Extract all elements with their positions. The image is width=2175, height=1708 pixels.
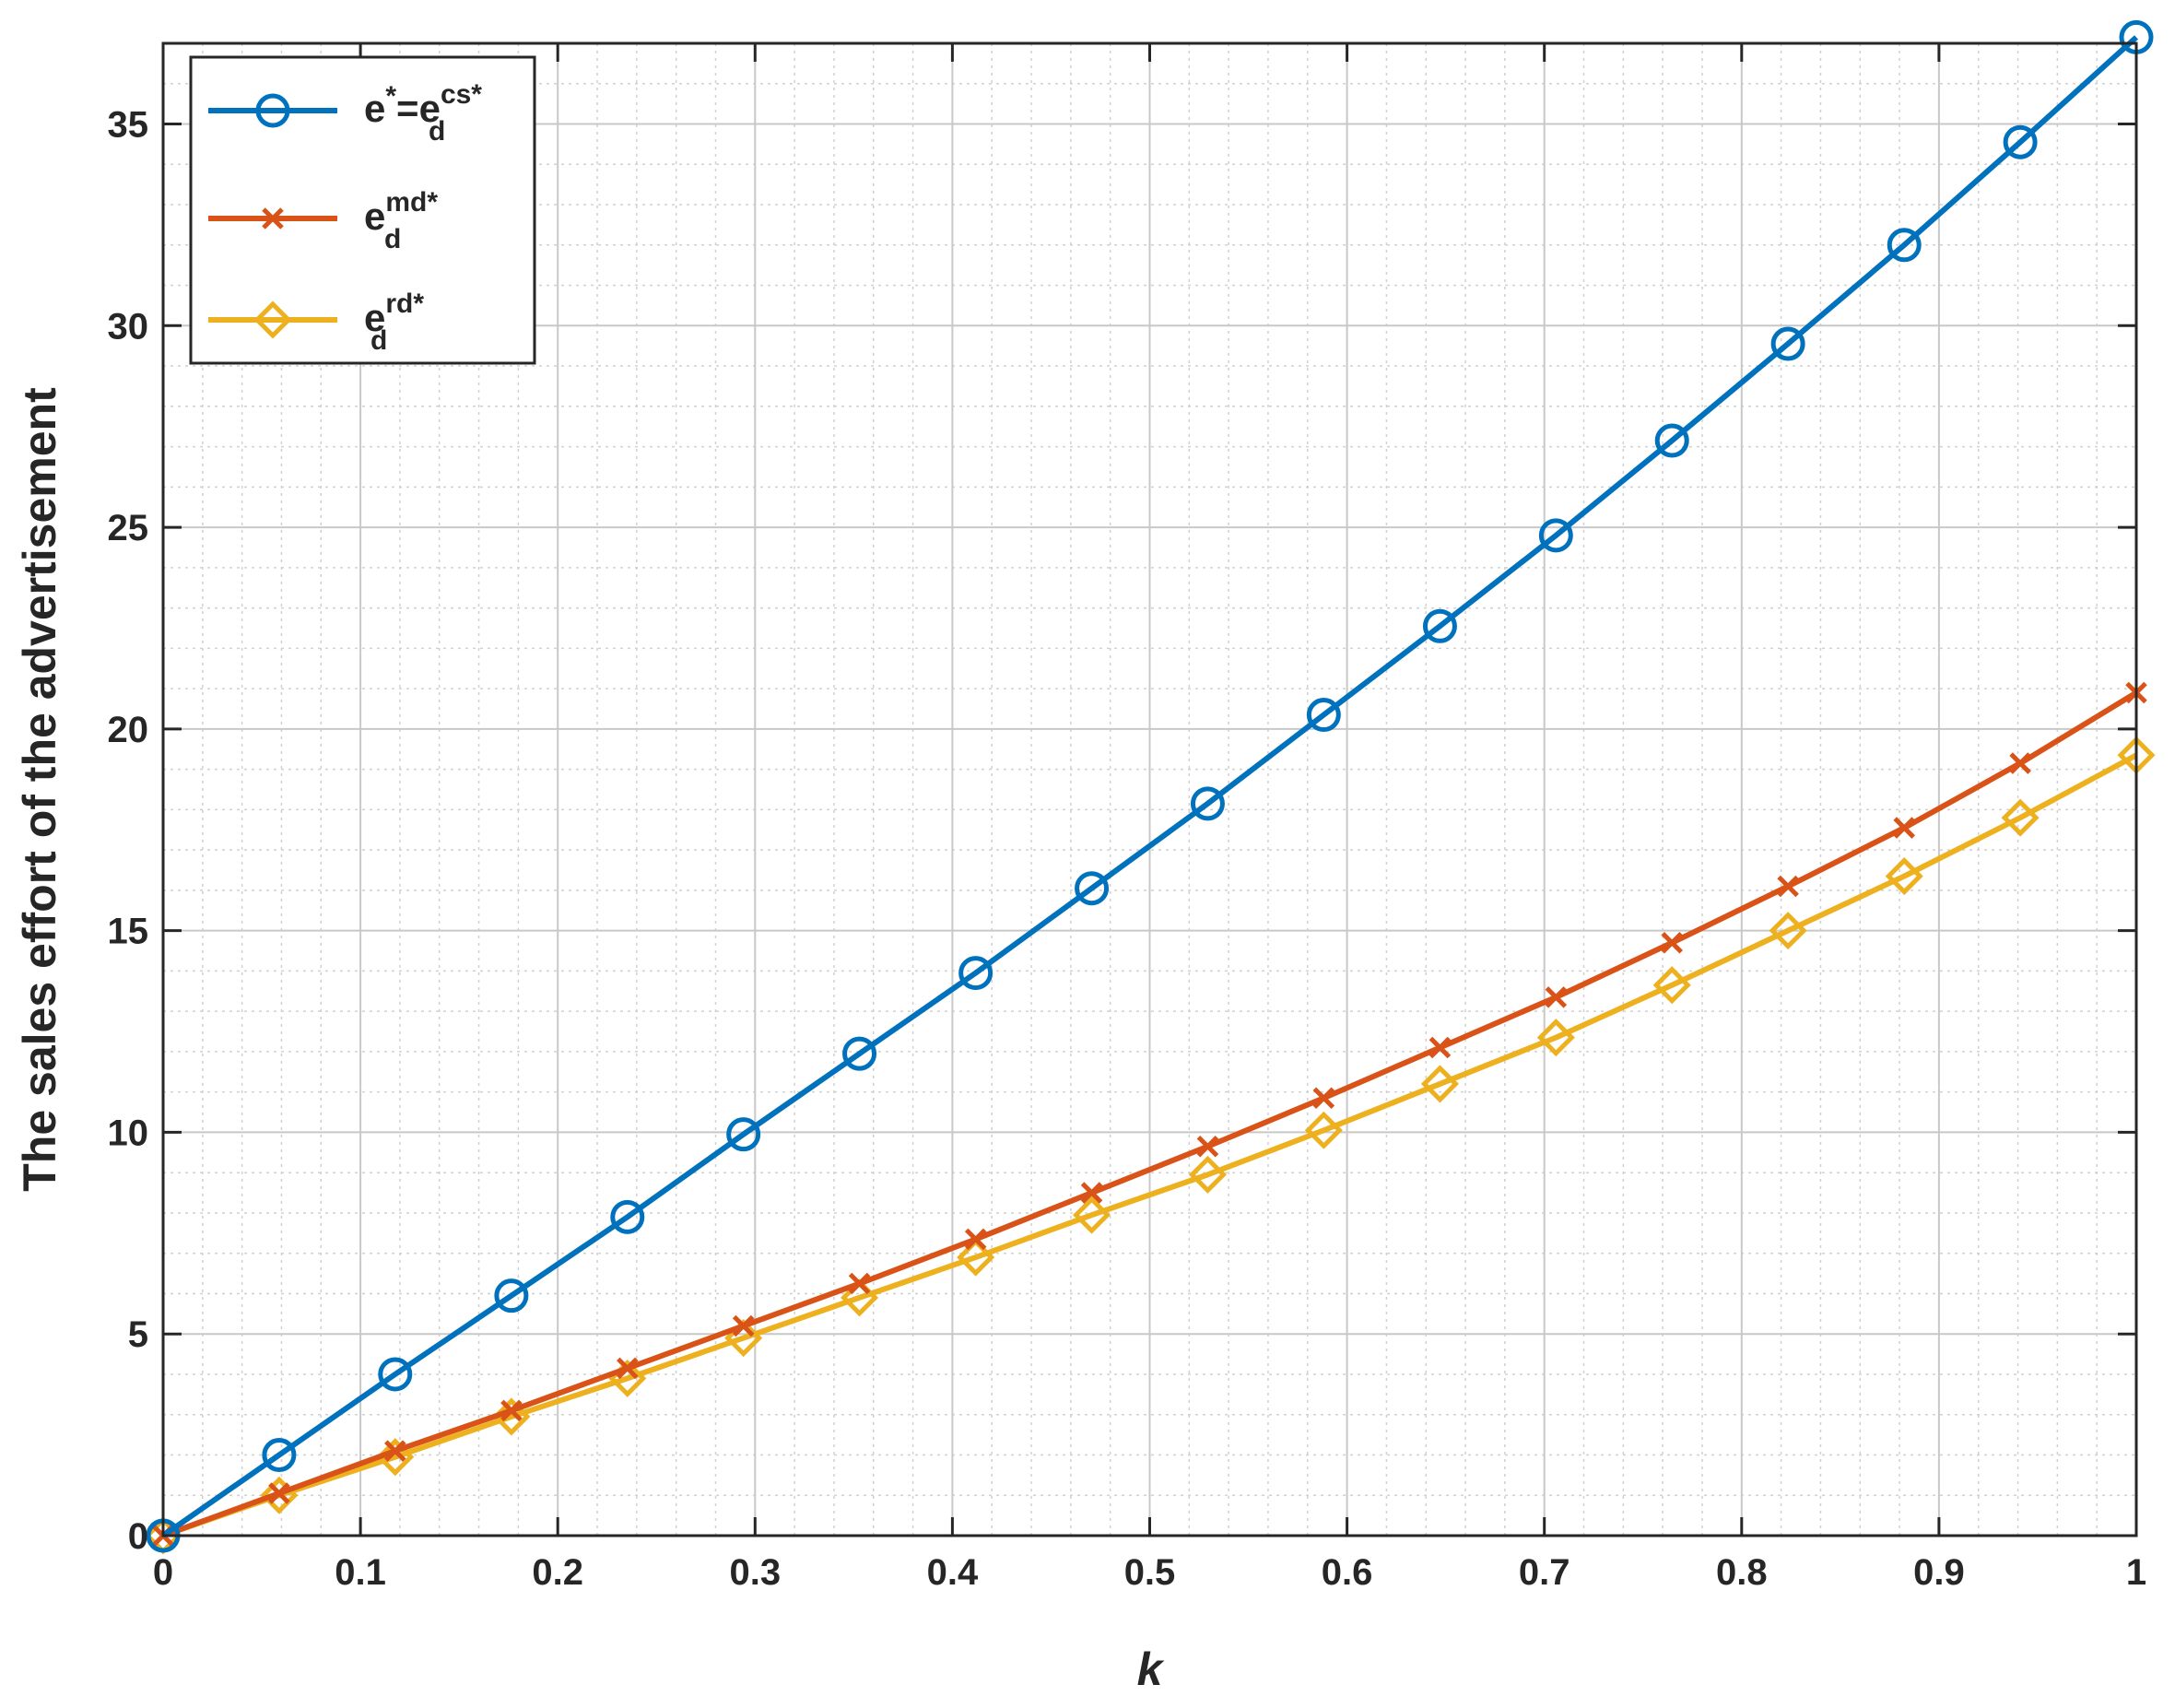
data-point — [726, 1117, 761, 1152]
data-point — [1887, 228, 1922, 263]
data-point — [1190, 786, 1225, 821]
y-tick-label: 5 — [128, 1314, 148, 1355]
x-tick-label: 1 — [2126, 1552, 2146, 1593]
x-tick-label: 0.7 — [1519, 1552, 1570, 1593]
axis-ticks: 0 0.1 0.2 0.3 0.4 0.5 0.6 0.7 0.8 0.9 105101520253… — [108, 43, 2146, 1593]
x-tick-label: 0.3 — [729, 1552, 781, 1593]
data-point — [1536, 1019, 1575, 1057]
data-point — [1075, 871, 1110, 906]
series-layer — [144, 19, 2156, 1555]
data-point — [1652, 966, 1691, 1005]
data-point — [1073, 1196, 1111, 1234]
data-point — [617, 1357, 639, 1380]
data-point — [1661, 932, 1683, 954]
series-1 — [152, 681, 2147, 1547]
data-point — [957, 1238, 995, 1277]
data-point — [1893, 817, 1915, 839]
data-point — [2001, 798, 2040, 837]
y-tick-label: 30 — [108, 306, 149, 347]
data-point — [2009, 752, 2031, 774]
data-point — [1777, 875, 1799, 898]
y-axis-label: The sales effort of the advertisement — [14, 387, 65, 1192]
data-point — [268, 1482, 290, 1504]
y-tick-label: 25 — [108, 508, 149, 548]
legend: e*=ecs* d emd* d erd* d — [189, 55, 536, 365]
x-tick-label: 0.8 — [1716, 1552, 1768, 1593]
data-point — [384, 1440, 406, 1462]
data-point — [376, 1438, 415, 1477]
data-point — [1770, 326, 1805, 361]
x-tick-label: 0.6 — [1322, 1552, 1373, 1593]
data-point — [378, 1357, 413, 1392]
y-tick-label: 15 — [108, 912, 149, 952]
data-point — [1654, 423, 1689, 458]
x-tick-label: 0 — [153, 1552, 173, 1593]
data-point — [500, 1399, 523, 1422]
data-point — [2003, 124, 2038, 159]
data-point — [724, 1319, 763, 1358]
series-line — [162, 752, 2138, 1538]
y-tick-label: 0 — [128, 1516, 148, 1557]
x-axis-label: k — [1137, 1643, 1165, 1695]
series-0 — [146, 19, 2154, 1553]
data-point — [1188, 1155, 1227, 1194]
x-tick-label: 0.4 — [927, 1552, 979, 1593]
x-tick-label: 0.2 — [532, 1552, 583, 1593]
series-line — [161, 689, 2138, 1538]
data-point — [1196, 1135, 1219, 1158]
legend-entry: e*=ecs* d — [364, 79, 482, 147]
data-point — [848, 1272, 871, 1295]
data-point — [1420, 1065, 1459, 1103]
data-point — [1080, 1182, 1103, 1204]
legend-entry: erd* d — [364, 289, 424, 356]
data-point — [841, 1278, 879, 1317]
data-point — [1545, 986, 1568, 1008]
x-tick-label: 0.1 — [335, 1552, 386, 1593]
data-point — [1312, 1087, 1335, 1110]
x-tick-label: 0.5 — [1124, 1552, 1176, 1593]
data-point — [958, 956, 993, 991]
data-point — [1304, 1111, 1343, 1149]
x-tick-label: 0.9 — [1913, 1552, 1965, 1593]
data-point — [1885, 857, 1923, 896]
data-point — [1306, 698, 1341, 733]
data-point — [842, 1036, 877, 1071]
data-point — [494, 1278, 529, 1313]
y-tick-label: 20 — [108, 710, 149, 750]
minor-grid — [163, 43, 2136, 1536]
y-tick-label: 10 — [108, 1113, 149, 1153]
data-point — [1422, 608, 1457, 643]
data-point — [964, 1228, 987, 1251]
data-point — [610, 1199, 645, 1234]
data-point — [1538, 518, 1573, 553]
y-tick-label: 35 — [108, 105, 149, 146]
data-point — [1428, 1036, 1452, 1059]
data-point — [732, 1314, 755, 1337]
legend-entry: emd* d — [364, 187, 438, 254]
legend-marker — [255, 93, 290, 128]
data-point — [262, 1437, 297, 1472]
legend-marker — [262, 207, 284, 230]
data-point — [1769, 912, 1807, 950]
legend-marker — [253, 300, 292, 339]
series-line — [161, 35, 2139, 1538]
